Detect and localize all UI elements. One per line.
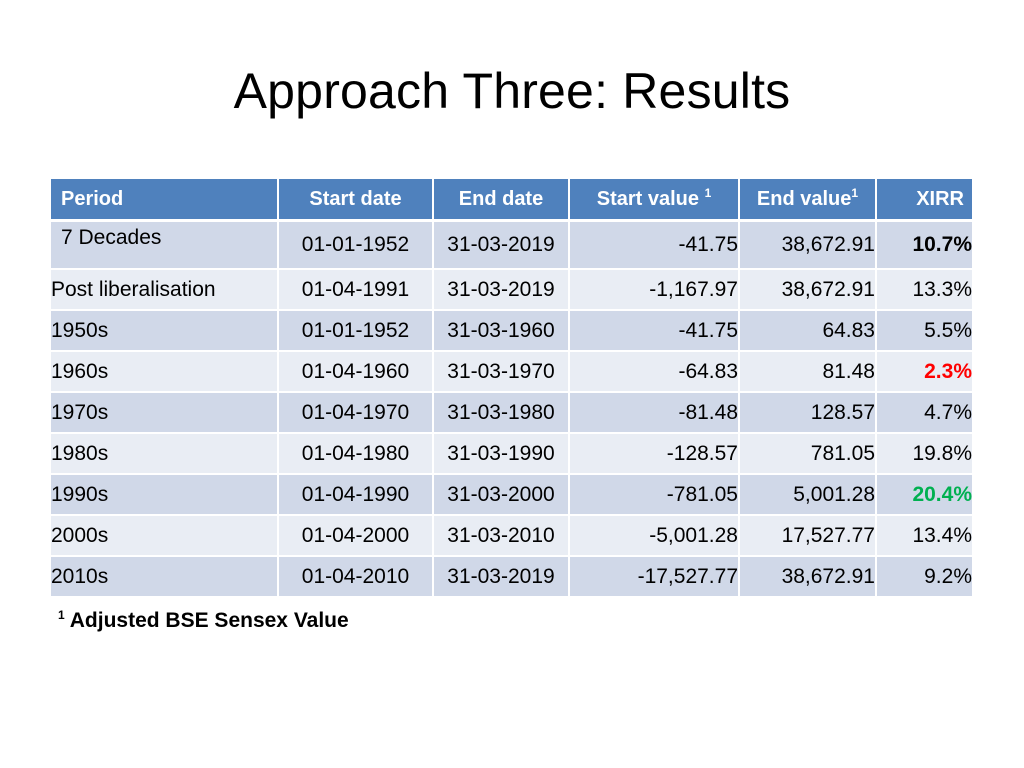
table-row: 2010s 01-04-2010 31-03-2019 -17,527.77 3… bbox=[51, 556, 972, 598]
footnote-text: Adjusted BSE Sensex Value bbox=[69, 609, 349, 632]
cell-period: 1950s bbox=[51, 310, 279, 352]
table-row: 1960s 01-04-1960 31-03-1970 -64.83 81.48… bbox=[51, 351, 972, 393]
cell-end-date: 31-03-1970 bbox=[433, 351, 570, 393]
cell-xirr: 9.2% bbox=[876, 556, 972, 598]
cell-xirr: 13.3% bbox=[876, 269, 972, 311]
cell-end-value: 64.83 bbox=[739, 310, 877, 352]
cell-period: 2000s bbox=[51, 515, 279, 557]
cell-end-value: 38,672.91 bbox=[739, 556, 877, 598]
cell-start-value: -1,167.97 bbox=[569, 269, 740, 311]
cell-end-date: 31-03-2019 bbox=[433, 269, 570, 311]
cell-end-date: 31-03-1960 bbox=[433, 310, 570, 352]
cell-start-value: -41.75 bbox=[569, 220, 740, 270]
slide-title: Approach Three: Results bbox=[233, 63, 791, 119]
cell-xirr-highest: 20.4% bbox=[876, 474, 972, 516]
header-end-value: End value1 bbox=[739, 179, 877, 222]
cell-start-value: -64.83 bbox=[569, 351, 740, 393]
cell-start-date: 01-04-1991 bbox=[278, 269, 434, 311]
cell-xirr-lowest: 2.3% bbox=[876, 351, 972, 393]
table-row: 1950s 01-01-1952 31-03-1960 -41.75 64.83… bbox=[51, 310, 972, 352]
cell-end-value: 17,527.77 bbox=[739, 515, 877, 557]
cell-start-date: 01-04-2000 bbox=[278, 515, 434, 557]
cell-start-date: 01-04-1970 bbox=[278, 392, 434, 434]
table-row: 1980s 01-04-1980 31-03-1990 -128.57 781.… bbox=[51, 433, 972, 475]
cell-period: 1980s bbox=[51, 433, 279, 475]
header-end-date: End date bbox=[433, 179, 570, 222]
cell-start-value: -17,527.77 bbox=[569, 556, 740, 598]
cell-start-date: 01-04-2010 bbox=[278, 556, 434, 598]
cell-start-date: 01-04-1990 bbox=[278, 474, 434, 516]
cell-end-date: 31-03-1990 bbox=[433, 433, 570, 475]
cell-end-value: 81.48 bbox=[739, 351, 877, 393]
cell-end-date: 31-03-2019 bbox=[433, 556, 570, 598]
header-xirr: XIRR bbox=[876, 179, 972, 222]
cell-end-value: 5,001.28 bbox=[739, 474, 877, 516]
cell-end-date: 31-03-1980 bbox=[433, 392, 570, 434]
cell-period: 1990s bbox=[51, 474, 279, 516]
cell-start-date: 01-01-1952 bbox=[278, 310, 434, 352]
cell-period: Post liberalisation bbox=[51, 269, 279, 311]
header-start-value-footnote-mark: 1 bbox=[704, 185, 712, 200]
table-row: 1990s 01-04-1990 31-03-2000 -781.05 5,00… bbox=[51, 474, 972, 516]
cell-end-date: 31-03-2000 bbox=[433, 474, 570, 516]
header-end-value-label: End value bbox=[756, 187, 852, 210]
header-period: Period bbox=[51, 179, 279, 222]
cell-xirr: 19.8% bbox=[876, 433, 972, 475]
footnote-mark: 1 bbox=[58, 608, 65, 622]
cell-start-value: -41.75 bbox=[569, 310, 740, 352]
cell-period: 7 Decades bbox=[51, 220, 279, 270]
cell-end-value: 38,672.91 bbox=[739, 269, 877, 311]
cell-period: 1960s bbox=[51, 351, 279, 393]
cell-start-date: 01-04-1980 bbox=[278, 433, 434, 475]
cell-xirr: 10.7% bbox=[876, 220, 972, 270]
results-table: Period Start date End date Start value 1… bbox=[51, 179, 972, 598]
cell-period: 1970s bbox=[51, 392, 279, 434]
cell-start-value: -81.48 bbox=[569, 392, 740, 434]
cell-start-value: -781.05 bbox=[569, 474, 740, 516]
cell-start-value: -128.57 bbox=[569, 433, 740, 475]
cell-period: 2010s bbox=[51, 556, 279, 598]
cell-xirr: 5.5% bbox=[876, 310, 972, 352]
header-start-value: Start value 1 bbox=[569, 179, 740, 222]
cell-end-date: 31-03-2019 bbox=[433, 220, 570, 270]
cell-start-date: 01-01-1952 bbox=[278, 220, 434, 270]
table-row: Post liberalisation 01-04-1991 31-03-201… bbox=[51, 269, 972, 311]
footnote: 1 Adjusted BSE Sensex Value bbox=[58, 609, 349, 633]
header-end-value-footnote-mark: 1 bbox=[851, 185, 859, 200]
cell-end-value: 781.05 bbox=[739, 433, 877, 475]
header-start-value-label: Start value bbox=[596, 187, 699, 210]
cell-end-value: 38,672.91 bbox=[739, 220, 877, 270]
header-start-date: Start date bbox=[278, 179, 434, 222]
cell-start-date: 01-04-1960 bbox=[278, 351, 434, 393]
cell-end-date: 31-03-2010 bbox=[433, 515, 570, 557]
cell-start-value: -5,001.28 bbox=[569, 515, 740, 557]
cell-end-value: 128.57 bbox=[739, 392, 877, 434]
header-row: Period Start date End date Start value 1… bbox=[51, 179, 972, 222]
table-row: 7 Decades 01-01-1952 31-03-2019 -41.75 3… bbox=[51, 220, 972, 270]
cell-xirr: 4.7% bbox=[876, 392, 972, 434]
cell-xirr: 13.4% bbox=[876, 515, 972, 557]
table-row: 1970s 01-04-1970 31-03-1980 -81.48 128.5… bbox=[51, 392, 972, 434]
table-row: 2000s 01-04-2000 31-03-2010 -5,001.28 17… bbox=[51, 515, 972, 557]
